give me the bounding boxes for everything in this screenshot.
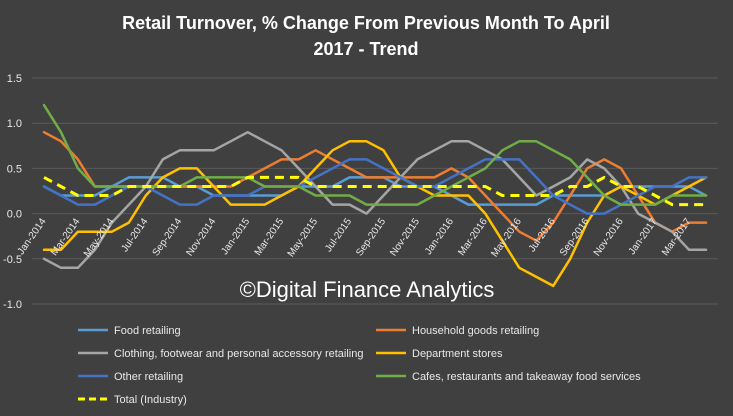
chart-title-line-2: 2017 - Trend bbox=[313, 39, 418, 59]
legend-label: Clothing, footwear and personal accessor… bbox=[114, 348, 363, 360]
legend: Food retailing Household goods retailing C… bbox=[78, 325, 641, 406]
x-tick-label: Jan-2016 bbox=[423, 216, 456, 257]
x-tick-label: Jul-2016 bbox=[527, 216, 558, 254]
y-tick-label: -0.5 bbox=[3, 254, 22, 266]
x-tick-label: Sep-2015 bbox=[354, 216, 388, 258]
x-tick-label: Sep-2016 bbox=[558, 216, 592, 258]
legend-label: Department stores bbox=[412, 348, 503, 360]
y-tick-label: 1.0 bbox=[7, 118, 22, 130]
x-tick-label: Sep-2014 bbox=[151, 216, 185, 258]
series-lines bbox=[42, 103, 708, 288]
x-tick-label: May-2014 bbox=[82, 216, 117, 259]
x-tick-label: Jul-2014 bbox=[119, 216, 150, 254]
gridlines bbox=[32, 77, 718, 305]
legend-label: Food retailing bbox=[114, 325, 181, 337]
x-tick-label: Jan-2017 bbox=[627, 216, 660, 257]
x-tick-label: May-2015 bbox=[286, 216, 321, 259]
watermark: ©Digital Finance Analytics bbox=[240, 277, 495, 302]
series-line bbox=[42, 158, 708, 215]
x-tick-label: Jan-2015 bbox=[219, 216, 252, 257]
y-tick-label: 1.5 bbox=[7, 73, 22, 85]
y-tick-label: 0.0 bbox=[7, 209, 22, 221]
x-tick-label: May-2016 bbox=[489, 216, 524, 259]
x-tick-label: Mar-2015 bbox=[253, 216, 287, 258]
x-axis-ticks: Jan-2014 Mar-2014 May-2014 Jul-2014 Sep-2014… bbox=[16, 216, 694, 259]
legend-label: Cafes, restaurants and takeaway food ser… bbox=[412, 371, 641, 383]
y-tick-label: 0.5 bbox=[7, 163, 22, 175]
x-tick-label: Jul-2015 bbox=[323, 216, 354, 254]
x-tick-label: Nov-2016 bbox=[592, 216, 626, 258]
x-tick-label: Mar-2017 bbox=[660, 216, 694, 258]
x-tick-label: Nov-2014 bbox=[184, 216, 218, 258]
x-tick-label: Nov-2015 bbox=[388, 216, 422, 258]
legend-label: Other retailing bbox=[114, 371, 183, 383]
series-line bbox=[42, 103, 708, 206]
x-tick-label: Mar-2014 bbox=[49, 216, 83, 258]
legend-label: Total (Industry) bbox=[114, 394, 187, 406]
y-axis-ticks: -1.0 -0.5 0.0 0.5 1.0 1.5 bbox=[3, 73, 22, 311]
y-tick-label: -1.0 bbox=[3, 299, 22, 311]
x-tick-label: Mar-2016 bbox=[456, 216, 490, 258]
legend-label: Household goods retailing bbox=[412, 325, 539, 337]
chart-title-line-1: Retail Turnover, % Change From Previous … bbox=[122, 13, 610, 33]
